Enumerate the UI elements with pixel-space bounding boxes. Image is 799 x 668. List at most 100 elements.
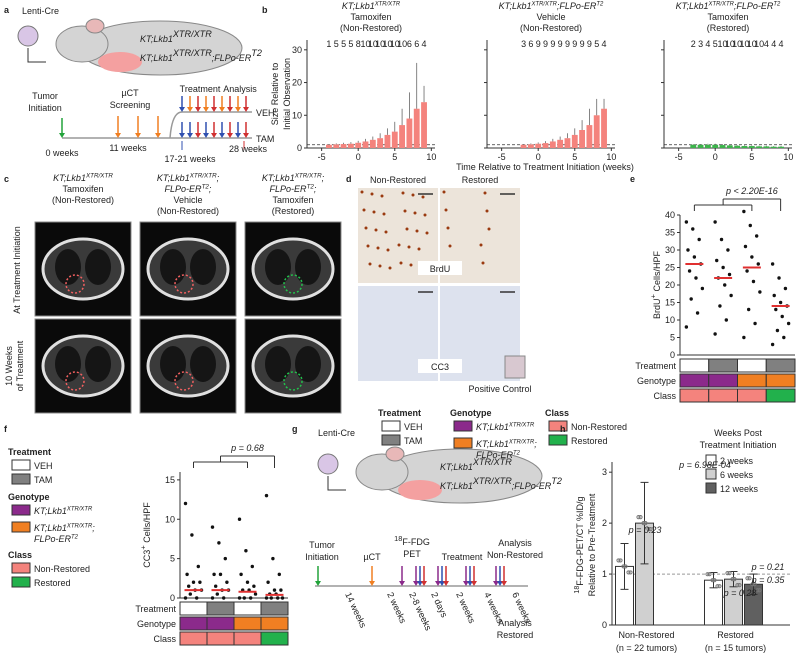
legend-label: VEH (404, 422, 423, 432)
arrow-head (211, 107, 217, 112)
ct-lung (160, 249, 186, 285)
table-cell (737, 373, 767, 388)
text-part: KT;Lkb1 (262, 173, 295, 183)
label: Analysis (498, 538, 532, 548)
data-point (692, 255, 697, 259)
ct-body (251, 334, 335, 398)
label: µCT (363, 552, 381, 562)
data-point (198, 580, 202, 584)
stained-cell (378, 264, 382, 268)
bar (406, 118, 413, 148)
virus-label: Lenti-Cre (22, 6, 59, 16)
text-part: FLPo-ER (270, 184, 308, 194)
stained-cell (362, 208, 366, 212)
arrow-head (59, 133, 65, 138)
x-tick-label: -5 (498, 152, 506, 162)
stained-cell (407, 245, 411, 249)
column-subtitle: Tamoxifen (272, 195, 313, 205)
label: 17-21 weeks (164, 154, 216, 164)
plot-subtitle: Vehicle (536, 12, 565, 22)
arrow-head (195, 133, 201, 138)
data-point (700, 286, 705, 291)
column-subtitle: (Restored) (272, 206, 315, 216)
data-point (723, 283, 727, 287)
n-label: 10 (732, 39, 742, 49)
data-point (217, 541, 221, 545)
data-point (727, 272, 732, 277)
y-tick-label: 0 (670, 350, 675, 360)
y-tick-label: 35 (665, 228, 675, 238)
point-overlay (618, 558, 623, 563)
panel-letter: d (346, 174, 352, 184)
n-label: 5 (348, 39, 353, 49)
bar (579, 130, 586, 148)
data-point (751, 279, 756, 284)
mouse-head (355, 453, 409, 491)
x-tick-label: 0 (536, 152, 541, 162)
text-part: F-FDG (402, 537, 430, 547)
text-part: T2 (251, 48, 262, 58)
table-cell (179, 631, 208, 646)
stained-cell (481, 261, 485, 265)
text-part: ; (217, 173, 220, 183)
point-overlay (648, 527, 653, 532)
table-row-label: Genotype (637, 376, 676, 386)
label: Analysis (498, 618, 532, 628)
n-label: 9 (580, 39, 585, 49)
text-part: KT;Lkb1 (440, 462, 473, 472)
text-part: XTR/XTR (472, 457, 512, 467)
table-cell (206, 616, 235, 631)
y-tick-label: 0 (602, 620, 607, 630)
genotype-label: KT;Lkb1XTR/XTR (440, 457, 512, 472)
mouse-head (55, 25, 109, 63)
plot-subtitle: (Restored) (707, 23, 750, 33)
arrow-head (443, 581, 449, 586)
p-value: p = 0.23 (628, 525, 662, 535)
mouse-lung (398, 480, 442, 500)
stained-cell (384, 230, 388, 234)
stained-cell (448, 244, 452, 248)
data-point (225, 580, 229, 584)
data-point (713, 220, 717, 224)
label: Non-Restored (487, 550, 543, 560)
bar (421, 102, 427, 148)
n-label: 10 (368, 39, 378, 49)
panel-letter: a (4, 5, 10, 15)
stained-cell (374, 228, 378, 232)
ct-lung (55, 346, 81, 382)
legend-label: Non-Restored (571, 422, 627, 432)
data-point (758, 290, 762, 294)
arrow-head (179, 133, 185, 138)
data-point (745, 269, 749, 273)
data-point (754, 234, 759, 238)
data-point (721, 265, 725, 270)
text-part: XTR/XTR (708, 2, 735, 8)
panel-letter: g (292, 424, 298, 434)
text-part: T2 (596, 2, 604, 8)
stained-cell (442, 190, 446, 194)
data-point (212, 572, 216, 577)
text-part: XTR/XTR (472, 476, 512, 486)
x-tick-label: Restored (717, 630, 754, 640)
legend-swatch (11, 473, 31, 485)
arrow-head (195, 107, 201, 112)
bar (778, 146, 784, 148)
column-subtitle: Vehicle (173, 195, 202, 205)
table-row-label: Treatment (635, 361, 676, 371)
legend-label: Restored (34, 578, 71, 588)
text-part: XTR/XTR (172, 48, 212, 58)
stained-cell (411, 193, 415, 197)
text-part: CC3 (142, 550, 152, 568)
n-label: 10 (361, 39, 371, 49)
n-label: 6 (407, 39, 412, 49)
table-cell (679, 388, 710, 403)
point-overlay (638, 515, 643, 520)
ct-lung (295, 249, 321, 285)
text-part: XTR/XTR (189, 172, 217, 179)
legend-label: KT;Lkb1XTR/XTR; (34, 523, 95, 533)
arrow-head (399, 581, 405, 586)
data-point (691, 227, 695, 231)
legend-label: VEH (34, 461, 53, 471)
point-overlay (626, 570, 631, 575)
arrow-head (115, 133, 121, 138)
